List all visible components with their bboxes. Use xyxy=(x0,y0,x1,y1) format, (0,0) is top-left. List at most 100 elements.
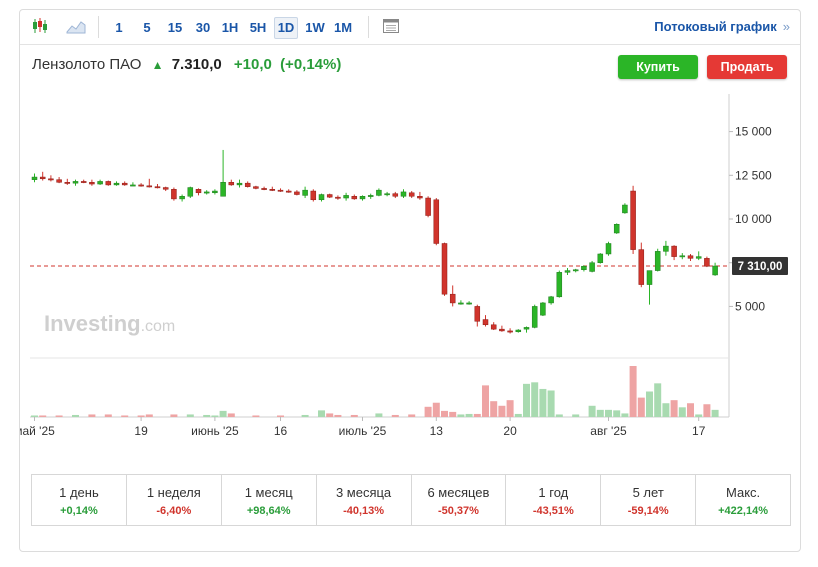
candle-body xyxy=(630,190,636,250)
period-1[interactable]: 1 xyxy=(115,20,123,35)
volume-bar xyxy=(670,400,678,417)
period-1w[interactable]: 1W xyxy=(305,20,325,35)
candle-body xyxy=(654,251,661,271)
volume-bar xyxy=(145,414,153,417)
period-30[interactable]: 30 xyxy=(195,20,211,35)
table-view-button[interactable] xyxy=(379,17,403,37)
candle-body xyxy=(31,176,38,180)
volume-bar xyxy=(203,414,211,417)
performance-cell[interactable]: 1 месяц +98,64% xyxy=(222,475,317,525)
performance-value: -50,37% xyxy=(437,505,479,517)
volume-bar xyxy=(662,403,670,417)
period-1h[interactable]: 1H xyxy=(221,20,239,35)
volume-bar xyxy=(678,407,686,417)
volume-bar xyxy=(318,410,325,417)
performance-cell[interactable]: 5 лет -59,14% xyxy=(601,475,697,525)
volume-bar xyxy=(301,414,309,417)
candle-body xyxy=(285,190,292,193)
performance-cell[interactable]: Макс. +422,14% xyxy=(696,475,790,525)
performance-value: -6,40% xyxy=(156,505,192,517)
current-price-tag xyxy=(732,257,788,276)
candle-body xyxy=(138,184,144,187)
performance-period-label: 6 месяцев xyxy=(427,485,490,500)
candle-body xyxy=(646,270,653,285)
performance-period-label: 1 неделя xyxy=(146,485,201,500)
volume-bar xyxy=(252,415,260,417)
streaming-chart-link[interactable]: Потоковый график » xyxy=(654,19,790,34)
candle-body xyxy=(458,302,464,305)
toolbar-divider xyxy=(368,16,369,38)
candle-body xyxy=(540,302,546,316)
streaming-chart-label: Потоковый график xyxy=(654,19,777,34)
volume-bar xyxy=(39,415,47,417)
volume-bar xyxy=(711,409,719,417)
sell-button[interactable]: Продать xyxy=(707,55,787,79)
volume-bar xyxy=(441,410,448,417)
volume-bar xyxy=(121,415,129,417)
area-chart-icon xyxy=(66,21,86,34)
area-chart-button[interactable] xyxy=(64,17,88,37)
performance-cell[interactable]: 1 неделя -6,40% xyxy=(127,475,222,525)
candle-body xyxy=(146,185,153,188)
candle-body xyxy=(39,176,46,180)
y-tick-label: 5 000 xyxy=(735,299,765,313)
candle-body xyxy=(417,196,423,199)
period-1d[interactable]: 1D xyxy=(274,17,298,39)
candlestick-chart-button[interactable] xyxy=(28,16,52,36)
x-tick-label: 17 xyxy=(692,424,706,438)
performance-value: -59,14% xyxy=(627,505,669,517)
candle-body xyxy=(56,179,62,183)
volume-bar xyxy=(588,405,596,417)
candle-body xyxy=(162,187,169,190)
candle-body xyxy=(326,194,333,198)
candle-body xyxy=(277,189,284,192)
candle-body xyxy=(622,204,628,214)
volume-bar xyxy=(449,411,457,417)
candle-body xyxy=(228,182,235,186)
last-price: 7.310,0 xyxy=(171,56,222,73)
candle-body xyxy=(343,195,349,199)
candle-body xyxy=(433,199,440,244)
period-15[interactable]: 15 xyxy=(167,20,183,35)
period-5[interactable]: 5 xyxy=(143,20,151,35)
performance-period-label: Макс. xyxy=(725,485,761,500)
volume-bar xyxy=(31,415,38,417)
volume-bar xyxy=(621,413,629,417)
candle-body xyxy=(441,243,448,295)
volume-bar xyxy=(211,415,219,417)
chart-toolbar: 1 5 15 30 1H 5H 1D 1W 1M Потоковый графи… xyxy=(20,10,800,45)
candle-body xyxy=(474,306,481,322)
y-tick-label: 10 000 xyxy=(735,212,772,226)
candle-body xyxy=(392,193,399,197)
performance-cell[interactable]: 3 месяца -40,13% xyxy=(317,475,412,525)
x-tick-label: 20 xyxy=(503,424,517,438)
performance-cell[interactable]: 1 год -43,51% xyxy=(506,475,602,525)
volume-bar xyxy=(375,413,383,417)
performance-value: +0,14% xyxy=(60,505,98,517)
volume-bar xyxy=(391,414,399,417)
current-price-label: 7 310,00 xyxy=(738,261,783,273)
candle-body xyxy=(663,245,669,252)
volume-bar xyxy=(514,413,522,417)
performance-cell[interactable]: 1 день +0,14% xyxy=(32,475,127,525)
candle-body xyxy=(64,182,71,184)
performance-cell[interactable]: 6 месяцев -50,37% xyxy=(412,475,507,525)
volume-bar xyxy=(506,400,514,417)
period-5h[interactable]: 5H xyxy=(249,20,267,35)
candle-body xyxy=(564,270,571,273)
candle-body xyxy=(130,184,136,187)
y-tick-label: 12 500 xyxy=(735,168,772,182)
volume-bar xyxy=(350,414,358,417)
toolbar-divider xyxy=(98,16,99,38)
price-chart[interactable]: 5 000 10 000 12 500 15 000 май '25 19 июнь '25… xyxy=(20,86,800,448)
table-icon xyxy=(383,19,399,33)
investing-watermark: Investing.com xyxy=(44,311,175,336)
volume-bar xyxy=(498,405,506,417)
candle-body xyxy=(302,189,308,196)
candle-body xyxy=(605,243,612,255)
candle-body xyxy=(220,182,226,197)
volume-bar xyxy=(687,403,694,417)
period-1m[interactable]: 1M xyxy=(333,20,353,35)
buy-button[interactable]: Купить xyxy=(618,55,698,79)
candle-body xyxy=(212,190,218,194)
